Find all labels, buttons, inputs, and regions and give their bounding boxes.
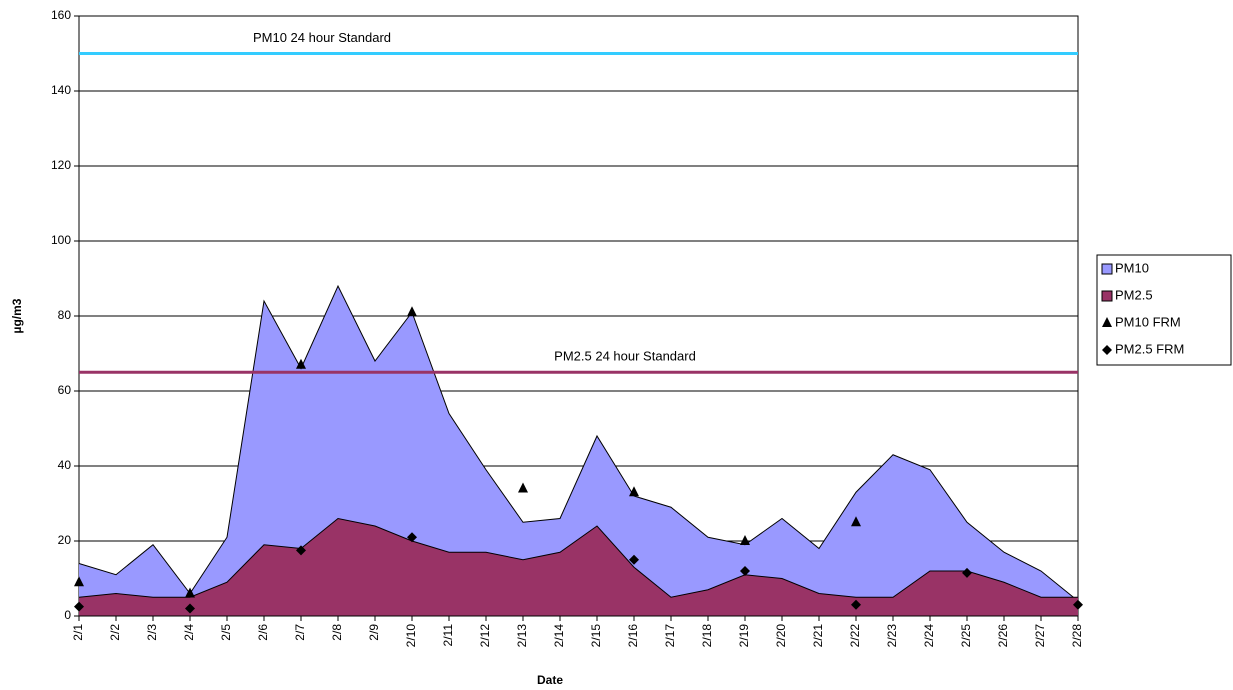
y-tick-label: 60: [58, 383, 72, 397]
marker: [74, 601, 84, 612]
marker: [296, 358, 306, 369]
x-tick-label: 2/13: [515, 624, 529, 648]
x-tick-label: 2/4: [182, 624, 196, 641]
x-tick-label: 2/10: [404, 624, 418, 648]
legend-swatch: [1101, 263, 1113, 275]
x-tick-label: 2/27: [1033, 624, 1047, 648]
x-tick-label: 2/21: [811, 624, 825, 648]
marker: [629, 486, 639, 497]
x-tick-label: 2/9: [367, 624, 381, 641]
x-tick-label: 2/25: [959, 624, 973, 648]
marker: [962, 567, 972, 578]
x-tick-label: 2/14: [552, 624, 566, 648]
legend-marker: [1102, 345, 1112, 355]
legend-box: [1096, 254, 1232, 366]
x-tick-label: 2/3: [145, 624, 159, 641]
x-tick-label: 2/26: [996, 624, 1010, 648]
x-tick-label: 2/7: [293, 624, 307, 641]
marker: [296, 545, 306, 556]
x-tick-label: 2/12: [478, 624, 492, 648]
x-tick-label: 2/11: [441, 624, 455, 647]
reference-label: PM2.5 24 hour Standard: [554, 349, 696, 364]
legend-label: PM10 FRM: [1115, 314, 1181, 329]
x-tick-label: 2/17: [663, 624, 677, 648]
x-tick-label: 2/6: [256, 624, 270, 641]
legend-label: PM2.5 FRM: [1115, 341, 1184, 356]
marker: [185, 603, 195, 614]
y-tick-label: 40: [58, 458, 72, 472]
x-tick-label: 2/2: [108, 624, 122, 641]
legend-label: PM2.5: [1115, 287, 1153, 302]
x-tick-label: 2/18: [700, 624, 714, 648]
x-tick-label: 2/19: [737, 624, 751, 648]
marker: [629, 554, 639, 565]
marker: [740, 535, 750, 545]
x-tick-label: 2/28: [1070, 624, 1084, 648]
marker: [740, 566, 750, 576]
y-tick-label: 20: [58, 533, 72, 547]
x-tick-label: 2/15: [589, 624, 603, 648]
marker: [185, 587, 195, 598]
marker: [1073, 599, 1083, 610]
legend-swatch: [1101, 290, 1113, 302]
area-outline: [78, 284, 1079, 602]
y-tick-label: 100: [51, 233, 71, 247]
marker: [74, 576, 84, 587]
y-tick-label: 140: [51, 83, 71, 97]
marker: [851, 599, 861, 610]
area-outline: [78, 517, 1078, 598]
legend-marker: [1102, 317, 1112, 327]
x-tick-label: 2/5: [219, 624, 233, 641]
marker: [851, 516, 861, 527]
x-tick-label: 2/20: [774, 624, 788, 648]
y-tick-label: 0: [64, 608, 71, 622]
marker: [407, 306, 417, 317]
x-tick-label: 2/22: [848, 624, 862, 648]
marker: [407, 532, 417, 543]
y-tick-label: 160: [51, 8, 71, 22]
area-fill: [79, 518, 1078, 616]
x-tick-label: 2/23: [885, 624, 899, 648]
y-tick-label: 80: [58, 308, 72, 322]
y-tick-label: 120: [51, 158, 71, 172]
x-tick-label: 2/8: [330, 624, 344, 641]
x-axis-title: Date: [537, 673, 563, 687]
reference-label: PM10 24 hour Standard: [253, 30, 391, 45]
legend-label: PM10: [1115, 260, 1149, 275]
x-tick-label: 2/1: [71, 624, 85, 641]
y-axis-title: µg/m3: [10, 298, 24, 333]
marker: [518, 482, 528, 493]
x-tick-label: 2/16: [626, 624, 640, 648]
x-tick-label: 2/24: [922, 624, 936, 648]
